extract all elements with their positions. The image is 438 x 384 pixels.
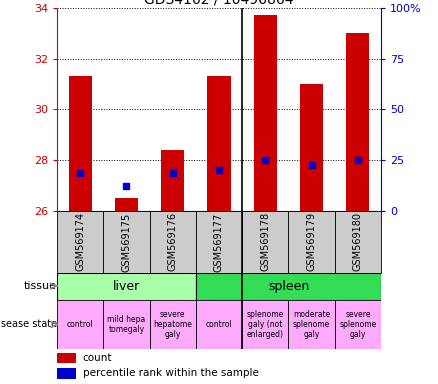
Bar	[254, 15, 277, 211]
Bar	[149, 211, 196, 273]
Text: control: control	[67, 320, 93, 329]
Text: GSM569176: GSM569176	[168, 212, 178, 271]
Text: GSM569174: GSM569174	[75, 212, 85, 271]
Bar	[57, 300, 103, 349]
Text: splenome
galy (not
enlarged): splenome galy (not enlarged)	[247, 310, 284, 339]
Bar	[242, 211, 289, 273]
Bar	[103, 211, 149, 273]
Text: count: count	[83, 353, 113, 363]
Bar	[208, 76, 230, 211]
Bar	[196, 211, 242, 273]
Text: GSM569178: GSM569178	[260, 212, 270, 271]
Text: disease state: disease state	[0, 319, 57, 329]
Text: GSM569180: GSM569180	[353, 212, 363, 271]
Bar	[242, 300, 289, 349]
Text: liver: liver	[113, 280, 140, 293]
Title: GDS4162 / 10496864: GDS4162 / 10496864	[144, 0, 294, 7]
Bar	[57, 368, 76, 379]
Bar	[196, 273, 381, 300]
Text: severe
hepatome
galy: severe hepatome galy	[153, 310, 192, 339]
Bar	[161, 150, 184, 211]
Text: mild hepa
tomegaly: mild hepa tomegaly	[107, 315, 145, 334]
Bar	[68, 76, 92, 211]
Bar	[335, 211, 381, 273]
Text: GSM569179: GSM569179	[307, 212, 317, 271]
Bar	[115, 199, 138, 211]
Bar	[149, 300, 196, 349]
Text: GSM569177: GSM569177	[214, 212, 224, 271]
Bar	[57, 273, 196, 300]
Bar	[289, 300, 335, 349]
Text: GSM569175: GSM569175	[121, 212, 131, 271]
Bar	[57, 353, 76, 363]
Bar	[196, 300, 242, 349]
Text: tissue: tissue	[24, 281, 57, 291]
Bar	[57, 211, 103, 273]
Bar	[346, 33, 370, 211]
Text: moderate
splenome
galy: moderate splenome galy	[293, 310, 330, 339]
Bar	[335, 300, 381, 349]
Bar	[103, 300, 149, 349]
Text: severe
splenome
galy: severe splenome galy	[339, 310, 377, 339]
Text: spleen: spleen	[268, 280, 309, 293]
Text: control: control	[205, 320, 233, 329]
Text: percentile rank within the sample: percentile rank within the sample	[83, 368, 259, 378]
Bar	[300, 84, 323, 211]
Bar	[289, 211, 335, 273]
